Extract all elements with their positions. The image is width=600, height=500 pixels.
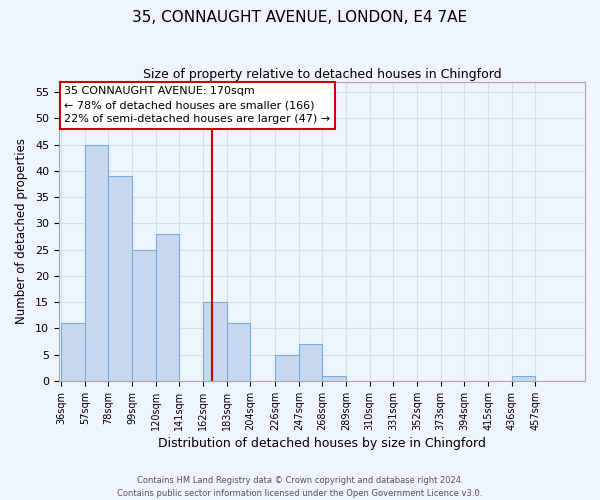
Bar (512, 376, 535, 381)
Bar (203, 302, 227, 381)
Bar (322, 376, 346, 381)
X-axis label: Distribution of detached houses by size in Chingford: Distribution of detached houses by size … (158, 437, 486, 450)
Bar (61, 323, 85, 381)
Bar (85, 144, 109, 381)
Title: Size of property relative to detached houses in Chingford: Size of property relative to detached ho… (143, 68, 501, 80)
Text: Contains HM Land Registry data © Crown copyright and database right 2024.
Contai: Contains HM Land Registry data © Crown c… (118, 476, 482, 498)
Bar (109, 176, 132, 381)
Text: 35 CONNAUGHT AVENUE: 170sqm
← 78% of detached houses are smaller (166)
22% of se: 35 CONNAUGHT AVENUE: 170sqm ← 78% of det… (64, 86, 330, 124)
Y-axis label: Number of detached properties: Number of detached properties (15, 138, 28, 324)
Bar (299, 344, 322, 381)
Bar (275, 354, 299, 381)
Bar (155, 234, 179, 381)
Bar (227, 323, 250, 381)
Bar (132, 250, 155, 381)
Text: 35, CONNAUGHT AVENUE, LONDON, E4 7AE: 35, CONNAUGHT AVENUE, LONDON, E4 7AE (133, 10, 467, 25)
